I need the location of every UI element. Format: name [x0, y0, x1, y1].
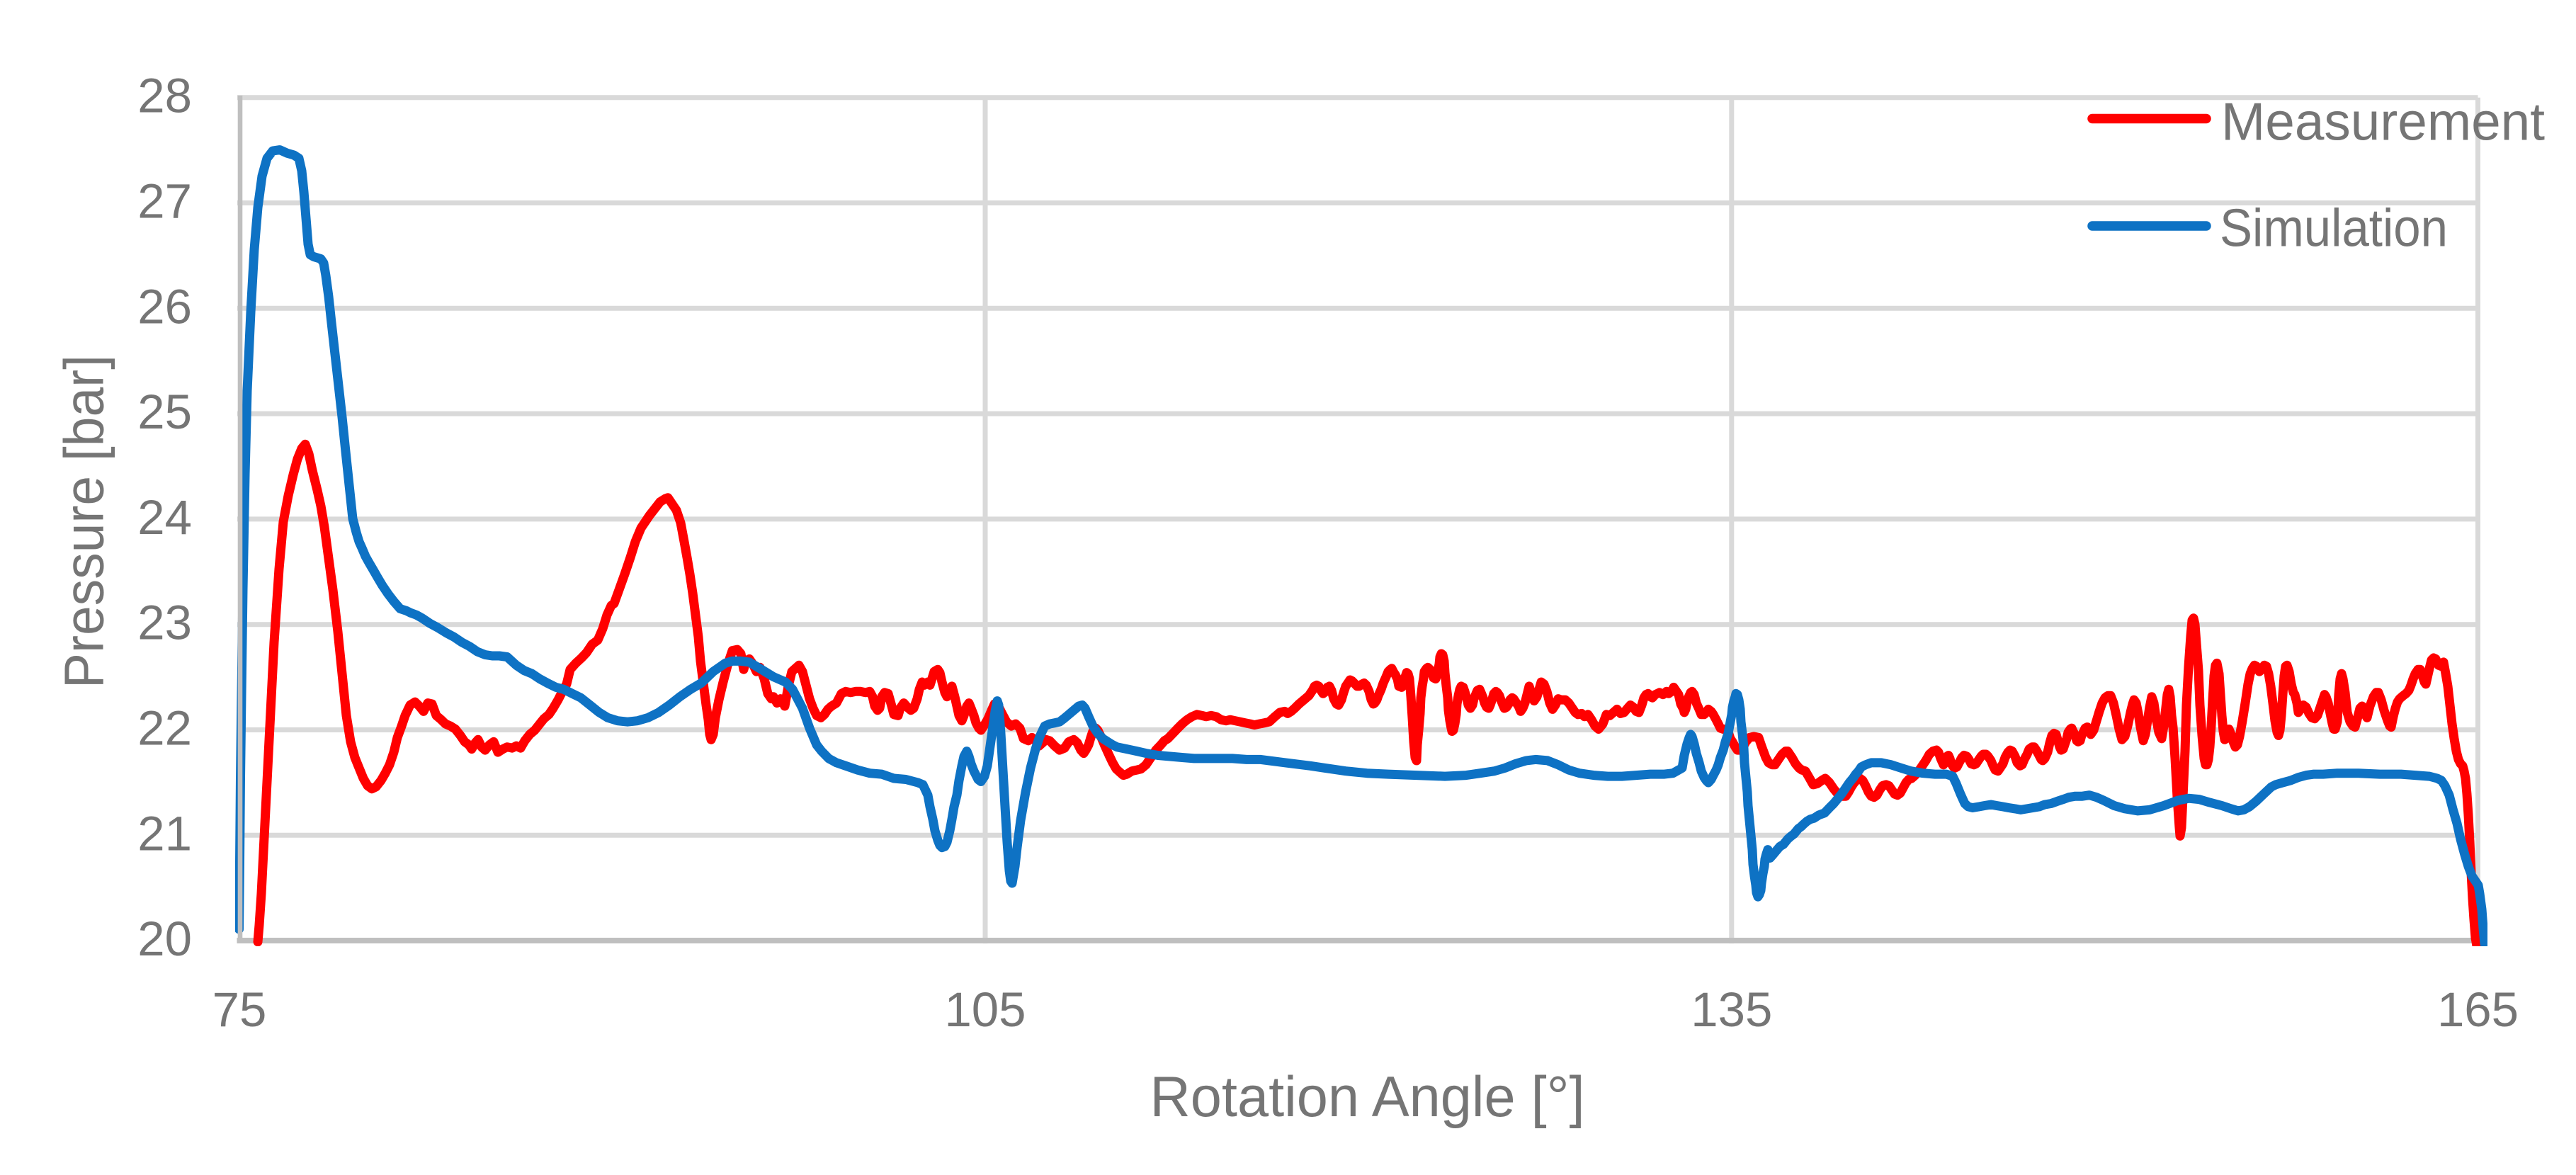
svg-text:22: 22 [137, 701, 192, 756]
svg-text:27: 27 [137, 174, 192, 229]
svg-text:75: 75 [212, 982, 267, 1037]
svg-text:105: 105 [944, 982, 1026, 1037]
svg-text:20: 20 [137, 912, 192, 966]
svg-text:28: 28 [137, 69, 192, 123]
svg-text:Rotation Angle [°]: Rotation Angle [°] [1150, 1065, 1585, 1129]
svg-text:23: 23 [137, 596, 192, 650]
svg-text:25: 25 [137, 385, 192, 439]
svg-text:Measurement: Measurement [2221, 91, 2545, 151]
svg-text:Pressure [bar]: Pressure [bar] [52, 355, 115, 688]
svg-text:Simulation: Simulation [2220, 198, 2448, 258]
svg-text:135: 135 [1691, 982, 1772, 1037]
svg-text:165: 165 [2437, 982, 2519, 1037]
svg-text:24: 24 [137, 490, 192, 545]
svg-text:26: 26 [137, 279, 192, 334]
svg-text:21: 21 [137, 806, 192, 861]
